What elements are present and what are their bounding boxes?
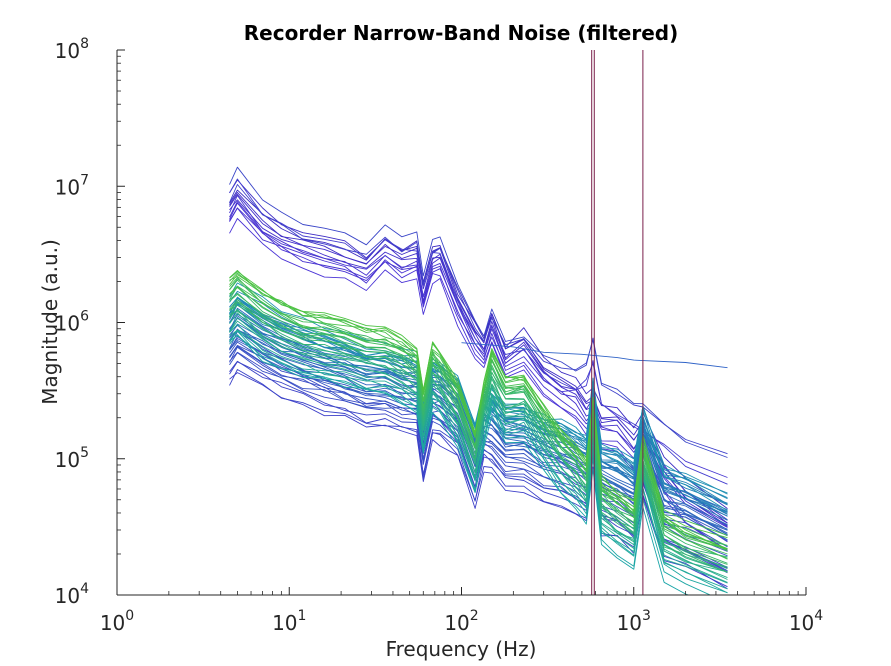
axes: 100 101 102 103 104 104 105 106 107 108 [55, 36, 824, 635]
series-line-1-0 [229, 194, 728, 478]
y-axis-label: Magnitude (a.u.) [38, 239, 62, 405]
y-tick-label: 105 [55, 445, 89, 472]
series-line-4-3 [229, 330, 728, 594]
series-line-2-0 [461, 342, 728, 369]
series-line-0-8 [229, 179, 728, 524]
chart-title: Recorder Narrow-Band Noise (filtered) [244, 21, 678, 45]
x-tick-label: 100 [100, 608, 134, 635]
y-tick-label: 108 [55, 36, 89, 63]
y-tick-label: 106 [55, 309, 89, 336]
series-line-3-1 [229, 361, 728, 590]
x-tick-label: 104 [789, 608, 823, 635]
series-line-1-1 [229, 178, 728, 485]
series-layer [229, 166, 728, 595]
series-line-0-0 [229, 218, 728, 551]
series-line-4-2 [229, 334, 728, 594]
series-line-1-2 [229, 184, 728, 455]
series-line-4-14 [229, 304, 728, 558]
x-tick-label: 103 [617, 608, 651, 635]
series-line-0-7 [229, 191, 728, 521]
x-tick-label: 102 [444, 608, 478, 635]
vertical-lines [591, 50, 644, 595]
series-line-4-28 [229, 271, 728, 550]
series-line-4-16 [229, 301, 728, 559]
x-tick-label: 101 [272, 608, 306, 635]
y-tick-label: 107 [55, 172, 89, 199]
series-line-0-5 [229, 199, 728, 527]
series-line-4-29 [229, 274, 728, 539]
series-line-0-2 [229, 202, 728, 543]
x-axis-label: Frequency (Hz) [386, 637, 537, 661]
series-line-3-2 [229, 369, 728, 568]
series-line-4-6 [229, 317, 728, 584]
y-tick-label: 104 [55, 581, 89, 608]
series-line-1-3 [229, 166, 728, 458]
